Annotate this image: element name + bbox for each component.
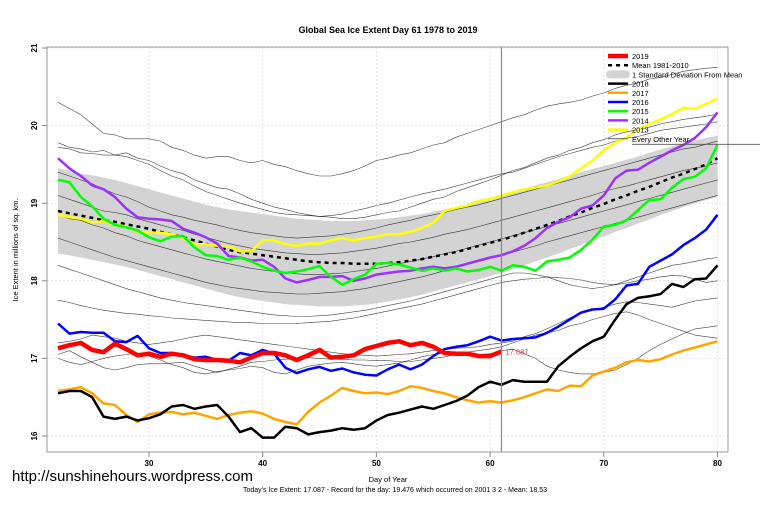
x-axis: 30 40 50 60 70 80: [145, 452, 722, 468]
every-other-year-line: [57, 113, 718, 219]
series-line-2017: [57, 340, 718, 426]
legend-label: 1 Standard Deviation From Mean: [632, 70, 742, 79]
legend-label: 2016: [632, 98, 649, 107]
std-deviation-band: [58, 135, 718, 307]
every-other-year-line: [57, 297, 718, 357]
y-tick-label: 16: [30, 431, 39, 440]
highlighted-series: [57, 97, 719, 439]
y-tick-label: 19: [30, 198, 39, 207]
legend-swatch-band: [606, 70, 630, 79]
x-tick-label: 60: [486, 459, 495, 468]
legend-label: Every Other Year: [632, 135, 690, 144]
y-axis: 16 17 18 19 20 21: [30, 43, 47, 440]
every-other-year-line: [57, 275, 718, 324]
series-line-2014: [57, 111, 719, 284]
every-other-year-line: [57, 67, 718, 177]
series-line-2015: [57, 144, 719, 286]
legend-label: 2017: [632, 89, 649, 98]
series-line-2018: [57, 264, 719, 439]
legend-label: Mean 1981-2010: [632, 61, 689, 70]
every-other-year-line: [57, 140, 718, 239]
every-other-year-line: [57, 179, 718, 275]
chart-title: Global Sea Ice Extent Day 61 1978 to 201…: [298, 25, 477, 35]
series-line-2013: [57, 97, 719, 253]
legend-label: 2019: [632, 52, 649, 61]
x-tick-label: 40: [258, 459, 267, 468]
series-line-2019: [57, 339, 503, 365]
legend-label: 2013: [632, 126, 649, 135]
y-tick-label: 18: [30, 276, 39, 285]
y-tick-label: 17: [30, 353, 39, 362]
x-axis-label: Day of Year: [369, 475, 408, 484]
x-tick-label: 80: [713, 459, 722, 468]
plot-frame: [46, 46, 729, 453]
y-axis-label: Ice Extent in millions of sq. km.: [11, 199, 20, 302]
every-other-year-line: [57, 121, 718, 217]
every-other-year-line: [57, 257, 718, 317]
current-value-label: 17.087: [505, 347, 528, 356]
x-tick-label: 50: [372, 459, 381, 468]
legend-label: 2015: [632, 107, 649, 116]
y-tick-label: 21: [30, 43, 39, 52]
x-tick-label: 70: [599, 459, 608, 468]
legend-label: 2014: [632, 116, 649, 125]
x-tick-label: 30: [145, 459, 154, 468]
legend-label: 2018: [632, 80, 649, 89]
watermark: http://sunshinehours.wordpress.com: [12, 468, 253, 485]
y-tick-label: 20: [30, 121, 39, 130]
std-band-area: [58, 135, 718, 307]
footer-stats: Today's Ice Extent: 17.087 - Record for …: [243, 487, 547, 494]
